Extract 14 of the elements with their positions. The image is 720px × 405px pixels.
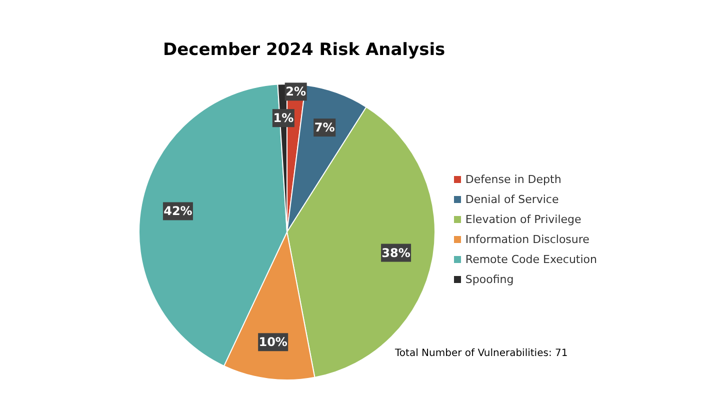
legend-label: Defense in Depth [465,172,562,186]
data-label: 2% [286,84,306,99]
legend-label: Remote Code Execution [465,252,597,266]
text: Total Number of Vulnerabilities: 71 [395,348,568,359]
data-label: 42% [164,204,192,218]
data-label: 10% [258,335,288,350]
legend-label: Information Disclosure [465,232,590,246]
legend-label: Spoofing [465,272,514,286]
data-label: 7% [314,120,335,135]
legend-label: Elevation of Privilege [465,212,582,226]
data-label: 1% [273,111,294,126]
legend-label: Denial of Service [465,192,559,206]
chart-title: December 2024 Risk Analysis [163,40,446,60]
data-label: 38% [382,246,410,260]
